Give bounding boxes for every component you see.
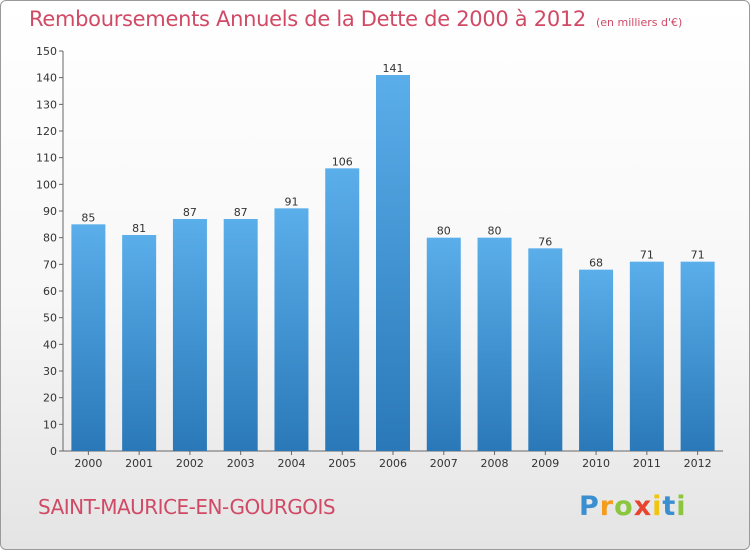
data-label: 87 [234,206,248,219]
bar [528,248,563,451]
x-tick-label: 2010 [582,457,610,470]
y-tick-label: 40 [43,338,57,351]
y-tick-label: 70 [43,258,57,271]
data-label: 141 [383,62,404,75]
y-tick-label: 60 [43,285,57,298]
data-label: 81 [132,222,146,235]
y-tick-label: 10 [43,418,57,431]
data-label: 80 [437,225,451,238]
x-tick-label: 2012 [684,457,712,470]
bar [325,168,360,452]
chart-subtitle: (en milliers d'€) [596,16,683,29]
bar [274,208,309,451]
y-tick-label: 110 [36,152,57,165]
x-tick-label: 2002 [176,457,204,470]
data-label: 106 [332,155,353,168]
x-tick-label: 2003 [227,457,255,470]
y-tick-label: 0 [50,445,57,458]
y-tick-label: 30 [43,365,57,378]
bar [71,224,106,451]
data-label: 80 [488,225,502,238]
y-tick-label: 20 [43,392,57,405]
bar [629,261,664,451]
chart-title: Remboursements Annuels de la Dette de 20… [29,7,682,31]
y-tick-label: 130 [36,98,57,111]
bar [477,237,512,451]
data-label: 91 [284,195,298,208]
y-tick-label: 90 [43,205,57,218]
x-tick-label: 2004 [277,457,305,470]
y-tick-label: 50 [43,312,57,325]
bar [426,237,461,451]
data-label: 68 [589,257,603,270]
data-label: 76 [538,235,552,248]
bar [680,261,715,451]
y-tick-label: 140 [36,72,57,85]
data-label: 85 [81,211,95,224]
x-tick-label: 2001 [125,457,153,470]
x-tick-label: 2011 [633,457,661,470]
x-tick-label: 2009 [531,457,559,470]
data-label: 71 [640,249,654,262]
y-tick-label: 150 [36,45,57,58]
commune-name: SAINT-MAURICE-EN-GOURGOIS [38,495,336,519]
bar [376,75,410,451]
x-tick-label: 2007 [430,457,458,470]
proxiti-logo: Proxiti [579,491,687,522]
chart-title-text: Remboursements Annuels de la Dette de 20… [29,7,586,31]
y-tick-label: 100 [36,178,57,191]
bar [579,269,614,451]
bar [172,219,207,451]
x-tick-label: 2008 [481,457,509,470]
data-label: 87 [183,206,197,219]
data-label: 71 [691,249,705,262]
x-tick-label: 2005 [328,457,356,470]
x-tick-label: 2006 [379,457,407,470]
y-tick-label: 80 [43,232,57,245]
bar [122,235,157,451]
y-tick-label: 120 [36,125,57,138]
x-tick-label: 2000 [74,457,102,470]
bar [223,219,258,451]
